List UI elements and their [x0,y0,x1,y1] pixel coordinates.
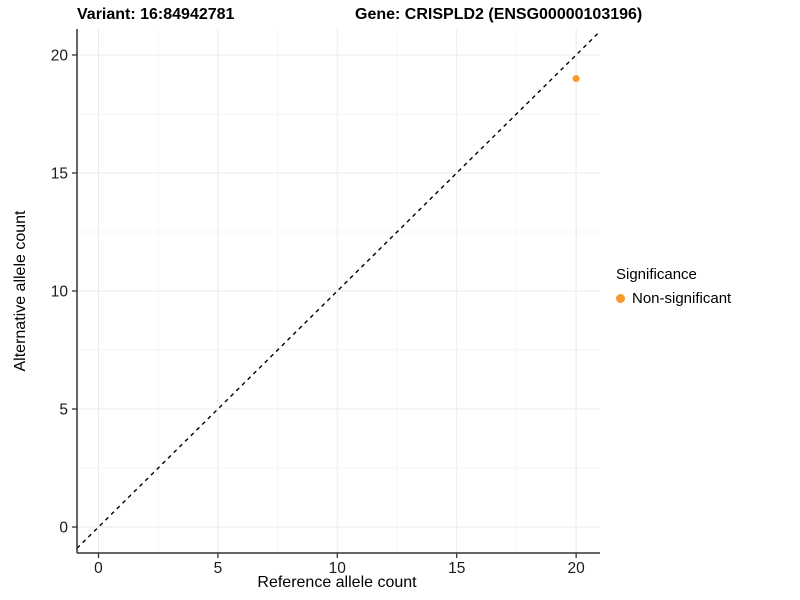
tick-marks [72,54,577,558]
plot-title-gene: Gene: CRISPLD2 (ENSG00000103196) [355,6,643,23]
legend-title: Significance [616,266,697,283]
data-points [572,75,580,83]
y-tick-label: 15 [51,165,68,182]
y-tick-label: 0 [59,520,68,537]
gridlines-minor [77,29,600,553]
y-tick-label: 5 [59,402,68,419]
legend-entry: Non-significant [616,290,731,307]
x-tick-label: 20 [567,560,585,577]
y-axis-title: Alternative allele count [12,210,29,372]
plot-title-variant: Variant: 16:84942781 [77,6,235,23]
legend-entry-label: Non-significant [632,290,732,307]
tick-labels: 0 5 10 15 20 0 5 10 15 20 [51,47,585,577]
x-tick-label: 15 [448,560,465,577]
y-tick-label: 10 [51,284,69,301]
x-tick-label: 0 [94,560,103,577]
identity-reference-line [76,30,601,549]
gridlines-major [77,29,600,553]
data-point [572,75,580,83]
x-axis-title: Reference allele count [257,574,417,591]
legend: Significance Non-significant [616,266,731,307]
x-tick-label: 5 [214,560,223,577]
legend-marker-circle-icon [616,294,625,303]
y-tick-label: 20 [51,47,69,64]
x-tick-label: 10 [329,560,347,577]
